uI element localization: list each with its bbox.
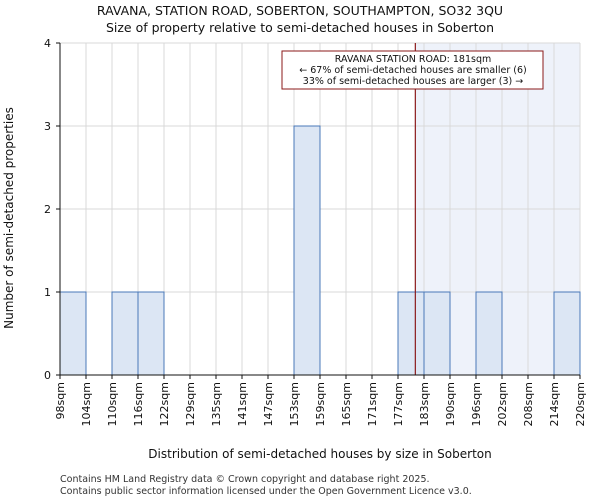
x-tick-label: 208sqm: [522, 382, 535, 426]
chart-title: RAVANA, STATION ROAD, SOBERTON, SOUTHAMP…: [97, 3, 503, 18]
x-tick-label: 159sqm: [314, 382, 327, 426]
bar: [137, 291, 165, 376]
x-tick-label: 214sqm: [548, 382, 561, 426]
x-tick-label: 171sqm: [366, 382, 379, 426]
bar: [293, 125, 321, 376]
y-tick-label: 0: [44, 369, 51, 382]
annotation-line-1: RAVANA STATION ROAD: 181sqm: [335, 54, 492, 65]
annotation-line-3: 33% of semi-detached houses are larger (…: [303, 76, 523, 87]
bar: [553, 291, 581, 376]
footer-line-1: Contains HM Land Registry data © Crown c…: [60, 474, 430, 485]
x-axis-label: Distribution of semi-detached houses by …: [148, 447, 491, 461]
x-tick-label: 129sqm: [184, 382, 197, 426]
y-tick-label: 2: [44, 203, 51, 216]
x-tick-label: 116sqm: [132, 382, 145, 426]
x-tick-label: 98sqm: [54, 382, 67, 419]
y-tick-label: 1: [44, 286, 51, 299]
x-tick-label: 165sqm: [340, 382, 353, 426]
y-tick-label: 3: [44, 120, 51, 133]
y-tick-label: 4: [44, 37, 51, 50]
x-tick-label: 141sqm: [236, 382, 249, 426]
x-tick-label: 220sqm: [574, 382, 587, 426]
annotation-box: RAVANA STATION ROAD: 181sqm ← 67% of sem…: [281, 50, 544, 90]
x-tick-label: 122sqm: [158, 382, 171, 426]
x-tick-label: 110sqm: [106, 382, 119, 426]
x-tick-label: 196sqm: [470, 382, 483, 426]
x-tick-label: 153sqm: [288, 382, 301, 426]
annotation-line-2: ← 67% of semi-detached houses are smalle…: [299, 65, 527, 76]
bar: [475, 291, 503, 376]
x-tick-label: 104sqm: [80, 382, 93, 426]
x-tick-label: 190sqm: [444, 382, 457, 426]
bar: [423, 291, 451, 376]
x-tick-label: 202sqm: [496, 382, 509, 426]
footer-line-2: Contains public sector information licen…: [60, 486, 472, 497]
x-tick-label: 135sqm: [210, 382, 223, 426]
y-axis-label: Number of semi-detached properties: [2, 107, 16, 329]
annotation-frame: [281, 50, 544, 90]
x-tick-label: 177sqm: [392, 382, 405, 426]
bar: [59, 291, 87, 376]
x-tick-label: 183sqm: [418, 382, 431, 426]
bar: [111, 291, 139, 376]
bar: [397, 291, 425, 376]
x-tick-label: 147sqm: [262, 382, 275, 426]
chart-subtitle: Size of property relative to semi-detach…: [106, 20, 494, 35]
